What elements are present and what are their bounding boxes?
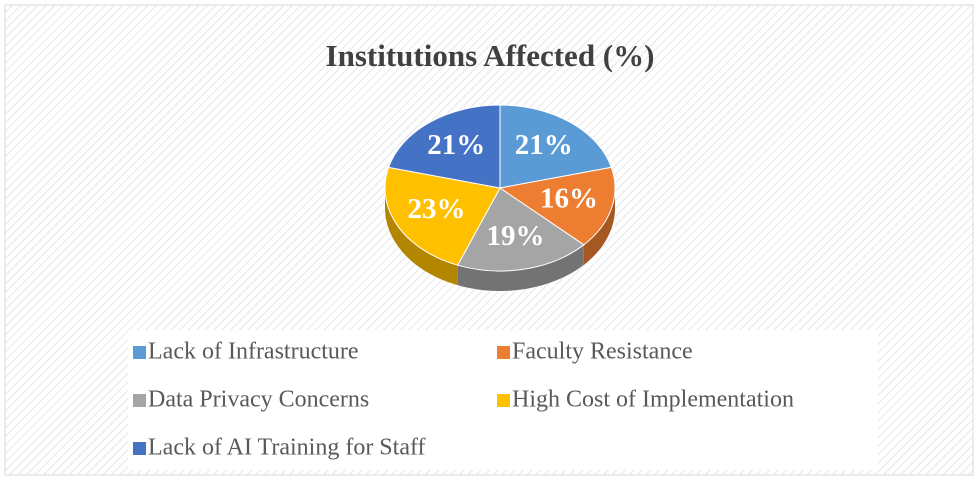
legend-label: Lack of AI Training for Staff	[148, 435, 426, 461]
legend-label: Faculty Resistance	[512, 339, 693, 365]
pie: 21% 16% 19% 23% 21%	[384, 104, 616, 291]
legend-swatch	[133, 442, 146, 455]
legend: Lack of Infrastructure Faculty Resistance…	[133, 339, 794, 461]
legend-label: High Cost of Implementation	[512, 387, 794, 413]
data-label: 21%	[515, 129, 573, 161]
legend-swatch	[497, 346, 510, 359]
legend-swatch	[133, 394, 146, 407]
data-label: 19%	[487, 220, 545, 252]
data-label: 21%	[427, 129, 485, 161]
slice	[387, 104, 501, 189]
slice	[456, 187, 585, 272]
legend-label: Lack of Infrastructure	[148, 339, 359, 365]
data-label: 23%	[407, 193, 465, 225]
legend-swatch	[497, 394, 510, 407]
slice	[498, 166, 616, 246]
data-label: 16%	[540, 182, 598, 214]
chart-title: Institutions Affected (%)	[326, 38, 655, 73]
slice-side	[385, 188, 458, 286]
slice-side	[457, 244, 584, 291]
legend-swatch	[133, 346, 146, 359]
legend-label: Data Privacy Concerns	[148, 387, 369, 413]
slice	[499, 104, 613, 189]
slice-side	[583, 188, 615, 265]
slice	[384, 166, 501, 266]
